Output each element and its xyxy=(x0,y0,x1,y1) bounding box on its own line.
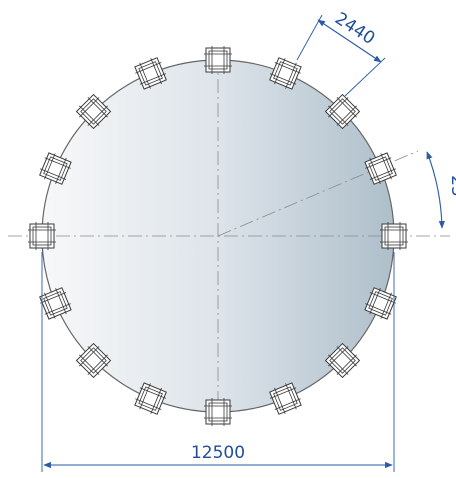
angle-label: 25 xyxy=(447,175,456,197)
angle-arc xyxy=(427,152,442,228)
perimeter-block xyxy=(204,46,232,74)
block-width-label: 2440 xyxy=(331,9,378,49)
perimeter-block xyxy=(380,222,408,250)
angle-dimension: 25 xyxy=(427,152,456,228)
perimeter-block xyxy=(204,398,232,426)
block-width-extension-2 xyxy=(345,58,385,96)
block-width-extension-1 xyxy=(297,15,322,60)
block-width-dimension: 2440 xyxy=(297,9,385,96)
perimeter-block xyxy=(28,222,56,250)
diameter-label: 12500 xyxy=(191,443,245,463)
